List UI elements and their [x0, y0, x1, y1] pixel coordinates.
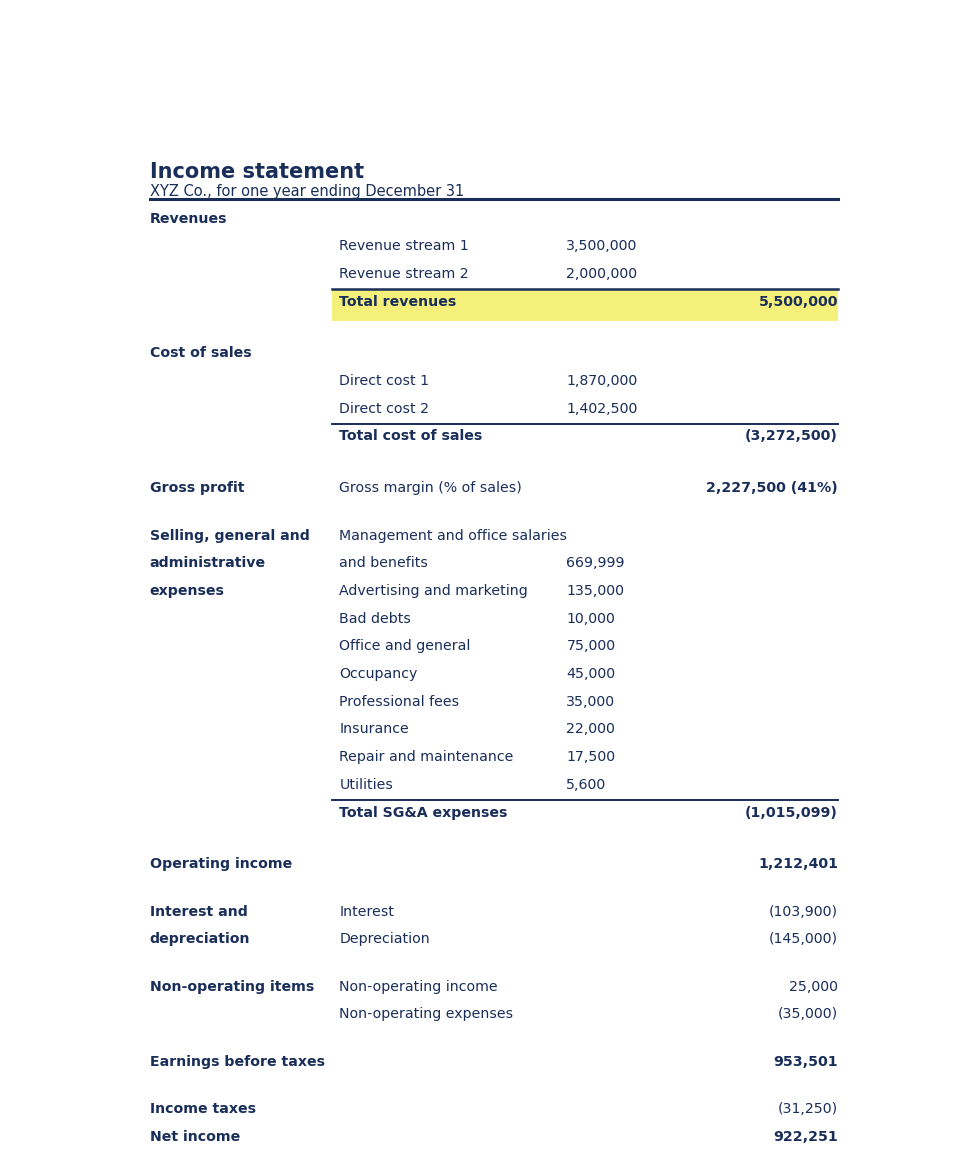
Text: Advertising and marketing: Advertising and marketing	[340, 583, 528, 599]
Text: 5,500,000: 5,500,000	[758, 295, 838, 309]
Text: Direct cost 1: Direct cost 1	[340, 375, 429, 389]
Text: 135,000: 135,000	[566, 583, 624, 599]
Text: 2,227,500 (41%): 2,227,500 (41%)	[707, 481, 838, 495]
Text: (1,015,099): (1,015,099)	[745, 805, 838, 819]
Text: 953,501: 953,501	[774, 1054, 838, 1068]
Text: Management and office salaries: Management and office salaries	[340, 529, 567, 543]
Text: 17,500: 17,500	[566, 751, 615, 764]
Text: 75,000: 75,000	[566, 639, 615, 653]
Text: expenses: expenses	[150, 583, 225, 599]
Text: 3,500,000: 3,500,000	[566, 239, 637, 253]
Text: administrative: administrative	[150, 557, 266, 571]
Bar	[332, 289, 838, 321]
Text: Income statement: Income statement	[150, 162, 364, 182]
Text: Insurance: Insurance	[340, 723, 409, 737]
Text: Direct cost 2: Direct cost 2	[340, 401, 429, 415]
Text: Occupancy: Occupancy	[340, 667, 418, 681]
Text: Revenues: Revenues	[150, 211, 228, 225]
Text: XYZ Co., for one year ending December 31: XYZ Co., for one year ending December 31	[150, 184, 464, 198]
Text: Non-operating income: Non-operating income	[340, 980, 498, 994]
Text: Operating income: Operating income	[150, 857, 292, 871]
Text: Gross margin (% of sales): Gross margin (% of sales)	[340, 481, 522, 495]
Text: (31,250): (31,250)	[778, 1102, 838, 1116]
Text: Revenue stream 2: Revenue stream 2	[340, 267, 469, 281]
Text: (145,000): (145,000)	[769, 933, 838, 947]
Text: Interest: Interest	[340, 905, 395, 919]
Text: Total revenues: Total revenues	[340, 295, 457, 309]
Text: Total SG&A expenses: Total SG&A expenses	[340, 805, 508, 819]
Text: Depreciation: Depreciation	[340, 933, 430, 947]
Text: 669,999: 669,999	[566, 557, 625, 571]
Text: Cost of sales: Cost of sales	[150, 347, 252, 361]
Text: (35,000): (35,000)	[778, 1007, 838, 1022]
Text: Revenue stream 1: Revenue stream 1	[340, 239, 469, 253]
Text: depreciation: depreciation	[150, 933, 251, 947]
Text: Earnings before taxes: Earnings before taxes	[150, 1054, 324, 1068]
Text: 922,251: 922,251	[773, 1130, 838, 1144]
Text: and benefits: and benefits	[340, 557, 428, 571]
Text: 22,000: 22,000	[566, 723, 615, 737]
Text: Net income: Net income	[150, 1130, 240, 1144]
Bar	[150, 1124, 838, 1159]
Text: 1,402,500: 1,402,500	[566, 401, 637, 415]
Text: Non-operating expenses: Non-operating expenses	[340, 1007, 514, 1022]
Text: Interest and: Interest and	[150, 905, 248, 919]
Text: Total cost of sales: Total cost of sales	[340, 429, 483, 443]
Text: (103,900): (103,900)	[769, 905, 838, 919]
Text: Bad debts: Bad debts	[340, 611, 411, 625]
Text: 10,000: 10,000	[566, 611, 615, 625]
Text: Non-operating items: Non-operating items	[150, 980, 314, 994]
Text: Utilities: Utilities	[340, 778, 394, 792]
Text: Repair and maintenance: Repair and maintenance	[340, 751, 514, 764]
Text: 5,600: 5,600	[566, 778, 607, 792]
Text: (3,272,500): (3,272,500)	[745, 429, 838, 443]
Text: Income taxes: Income taxes	[150, 1102, 255, 1116]
Text: 45,000: 45,000	[566, 667, 615, 681]
Text: 35,000: 35,000	[566, 695, 615, 709]
Text: Gross profit: Gross profit	[150, 481, 244, 495]
Text: Professional fees: Professional fees	[340, 695, 460, 709]
Text: 2,000,000: 2,000,000	[566, 267, 637, 281]
Text: 1,212,401: 1,212,401	[758, 857, 838, 871]
Text: Selling, general and: Selling, general and	[150, 529, 310, 543]
Text: 1,870,000: 1,870,000	[566, 375, 637, 389]
Text: 25,000: 25,000	[789, 980, 838, 994]
Text: Office and general: Office and general	[340, 639, 470, 653]
